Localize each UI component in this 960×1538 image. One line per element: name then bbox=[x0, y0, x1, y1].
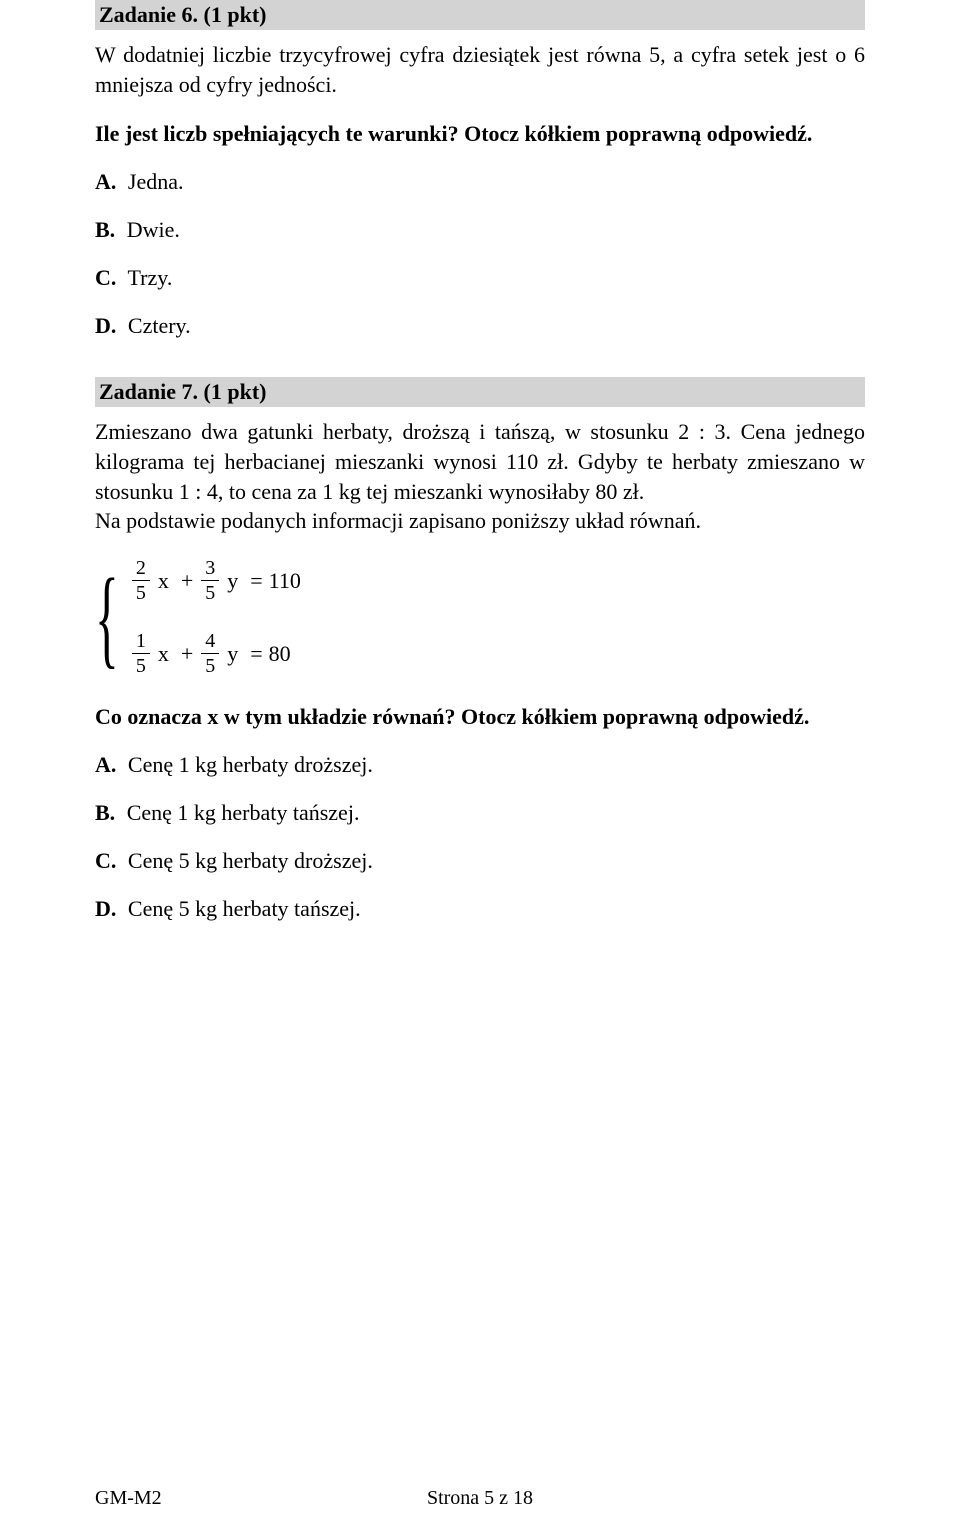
footer-code: GM-M2 bbox=[95, 1487, 162, 1510]
variable-y: y bbox=[227, 568, 238, 594]
equation-1: 2 5 x + 3 5 y = 110 bbox=[130, 558, 301, 603]
task7-body: Zmieszano dwa gatunki herbaty, droższą i… bbox=[95, 417, 865, 506]
denominator: 5 bbox=[132, 581, 150, 603]
option-text: Jedna. bbox=[128, 169, 184, 194]
option-label: C. bbox=[95, 265, 116, 290]
task6-body: W dodatniej liczbie trzycyfrowej cyfra d… bbox=[95, 40, 865, 99]
numerator: 1 bbox=[132, 631, 150, 654]
fraction: 3 5 bbox=[201, 558, 219, 603]
fraction: 2 5 bbox=[132, 558, 150, 603]
task6-prompt: Ile jest liczb spełniających te warunki?… bbox=[95, 121, 865, 147]
denominator: 5 bbox=[201, 654, 219, 676]
task6-options: A. Jedna. B. Dwie. C. Trzy. D. Cztery. bbox=[95, 169, 865, 339]
numerator: 2 bbox=[132, 558, 150, 581]
option-label: B. bbox=[95, 800, 115, 825]
option-text: Cenę 5 kg herbaty droższej. bbox=[128, 848, 373, 873]
option-label: D. bbox=[95, 896, 116, 921]
option-label: B. bbox=[95, 217, 115, 242]
denominator: 5 bbox=[132, 654, 150, 676]
option-text: Dwie. bbox=[127, 217, 180, 242]
numerator: 4 bbox=[201, 631, 219, 654]
task7-option-a[interactable]: A. Cenę 1 kg herbaty droższej. bbox=[95, 752, 865, 778]
option-text: Cenę 1 kg herbaty droższej. bbox=[128, 752, 373, 777]
option-label: A. bbox=[95, 752, 116, 777]
page-footer: GM-M2 Strona 5 z 18 bbox=[95, 1487, 865, 1510]
task7-body2: Na podstawie podanych informacji zapisan… bbox=[95, 506, 865, 536]
task6-option-a[interactable]: A. Jedna. bbox=[95, 169, 865, 195]
task7-header: Zadanie 7. (1 pkt) bbox=[95, 377, 865, 407]
plus-sign: + bbox=[181, 568, 193, 594]
option-label: C. bbox=[95, 848, 116, 873]
task7-prompt: Co oznacza x w tym układzie równań? Otoc… bbox=[95, 704, 865, 730]
rhs-value: 110 bbox=[269, 568, 301, 594]
numerator: 3 bbox=[201, 558, 219, 581]
footer-page-number: Strona 5 z 18 bbox=[95, 1487, 865, 1510]
fraction: 4 5 bbox=[201, 631, 219, 676]
option-text: Trzy. bbox=[128, 265, 173, 290]
denominator: 5 bbox=[201, 581, 219, 603]
task6-option-c[interactable]: C. Trzy. bbox=[95, 265, 865, 291]
page: Zadanie 6. (1 pkt) W dodatniej liczbie t… bbox=[0, 0, 960, 1538]
equals-sign: = bbox=[250, 568, 262, 594]
option-text: Cenę 1 kg herbaty tańszej. bbox=[127, 800, 360, 825]
option-text: Cztery. bbox=[128, 313, 191, 338]
variable-y: y bbox=[227, 641, 238, 667]
variable-x: x bbox=[158, 568, 169, 594]
rhs-value: 80 bbox=[269, 641, 291, 667]
task7-option-b[interactable]: B. Cenę 1 kg herbaty tańszej. bbox=[95, 800, 865, 826]
option-label: A. bbox=[95, 169, 116, 194]
task6-header: Zadanie 6. (1 pkt) bbox=[95, 0, 865, 30]
left-brace-icon: { bbox=[95, 573, 119, 661]
option-label: D. bbox=[95, 313, 116, 338]
equals-sign: = bbox=[250, 641, 262, 667]
task7-option-d[interactable]: D. Cenę 5 kg herbaty tańszej. bbox=[95, 896, 865, 922]
equation-rows: 2 5 x + 3 5 y = 110 1 5 x + bbox=[130, 558, 301, 676]
plus-sign: + bbox=[181, 641, 193, 667]
task6-option-b[interactable]: B. Dwie. bbox=[95, 217, 865, 243]
task7-options: A. Cenę 1 kg herbaty droższej. B. Cenę 1… bbox=[95, 752, 865, 922]
task6-option-d[interactable]: D. Cztery. bbox=[95, 313, 865, 339]
variable-x: x bbox=[158, 641, 169, 667]
fraction: 1 5 bbox=[132, 631, 150, 676]
task7-option-c[interactable]: C. Cenę 5 kg herbaty droższej. bbox=[95, 848, 865, 874]
equation-2: 1 5 x + 4 5 y = 80 bbox=[130, 631, 301, 676]
equation-system: { 2 5 x + 3 5 y = 110 1 5 bbox=[95, 558, 865, 676]
option-text: Cenę 5 kg herbaty tańszej. bbox=[128, 896, 361, 921]
